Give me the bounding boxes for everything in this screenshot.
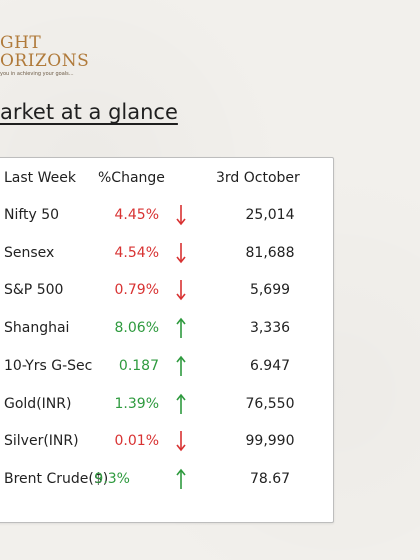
header-date: 3rd October: [216, 170, 300, 186]
table-row: S&P 500 0.79% 5,699: [0, 280, 340, 312]
row-name: Shanghai: [4, 320, 70, 337]
logo-tagline: you in achieving your goals...: [0, 71, 74, 77]
row-value: 3,336: [249, 320, 291, 337]
row-name: Silver(INR): [4, 433, 79, 450]
row-change: 4.54%: [114, 244, 159, 261]
header-last-week: Last Week: [4, 170, 76, 186]
row-change: 0.01%: [114, 433, 159, 450]
table-row: Sensex 4.54% 81,688: [0, 242, 340, 275]
arrow-down-icon: [170, 429, 192, 453]
table-row: Gold(INR) 1.39% 76,550: [0, 393, 340, 426]
table-row: Brent Crude($) 9.3% 78.67: [0, 468, 340, 501]
arrow-up-icon: [170, 392, 192, 416]
table-row: Shanghai 8.06% 3,336: [0, 317, 340, 350]
arrow-up-icon: [170, 316, 192, 340]
logo-line-2: ORIZONS: [0, 51, 90, 71]
row-change: 9.3%: [94, 470, 130, 487]
row-value: 25,014: [245, 207, 295, 223]
arrow-down-icon: [170, 203, 192, 227]
row-value: 6.947: [249, 357, 291, 374]
row-value: 81,688: [245, 244, 295, 261]
logo-line-1: GHT: [0, 33, 42, 53]
row-value: 78.67: [249, 470, 291, 487]
table-row: Nifty 50 4.45% 25,014: [0, 205, 340, 237]
table-row: Silver(INR) 0.01% 99,990: [0, 431, 340, 463]
row-value: 5,699: [249, 282, 291, 299]
row-name: S&P 500: [4, 282, 64, 299]
page-title: arket at a glance: [0, 100, 178, 124]
brand-logo: GHT ORIZONS you in achieving your goals.…: [0, 34, 89, 77]
row-change: 1.39%: [114, 395, 159, 412]
table-row: 10-Yrs G-Sec 0.187 6.947: [0, 355, 340, 388]
row-value: 99,990: [245, 433, 295, 450]
row-value: 76,550: [245, 395, 295, 412]
row-change: 8.06%: [114, 320, 159, 337]
row-name: Gold(INR): [4, 395, 72, 412]
arrow-down-icon: [170, 278, 192, 302]
row-change: 0.79%: [114, 282, 159, 299]
arrow-up-icon: [170, 467, 192, 491]
arrow-up-icon: [170, 354, 192, 378]
row-name: Sensex: [4, 244, 55, 261]
row-change: 0.187: [118, 357, 159, 374]
row-name: Nifty 50: [4, 207, 60, 223]
row-name: Brent Crude($): [4, 470, 109, 487]
market-table: [0, 157, 334, 523]
row-change: 4.45%: [114, 207, 159, 223]
row-name: 10-Yrs G-Sec: [4, 357, 93, 374]
arrow-down-icon: [170, 241, 192, 265]
header-change: %Change: [98, 170, 165, 186]
